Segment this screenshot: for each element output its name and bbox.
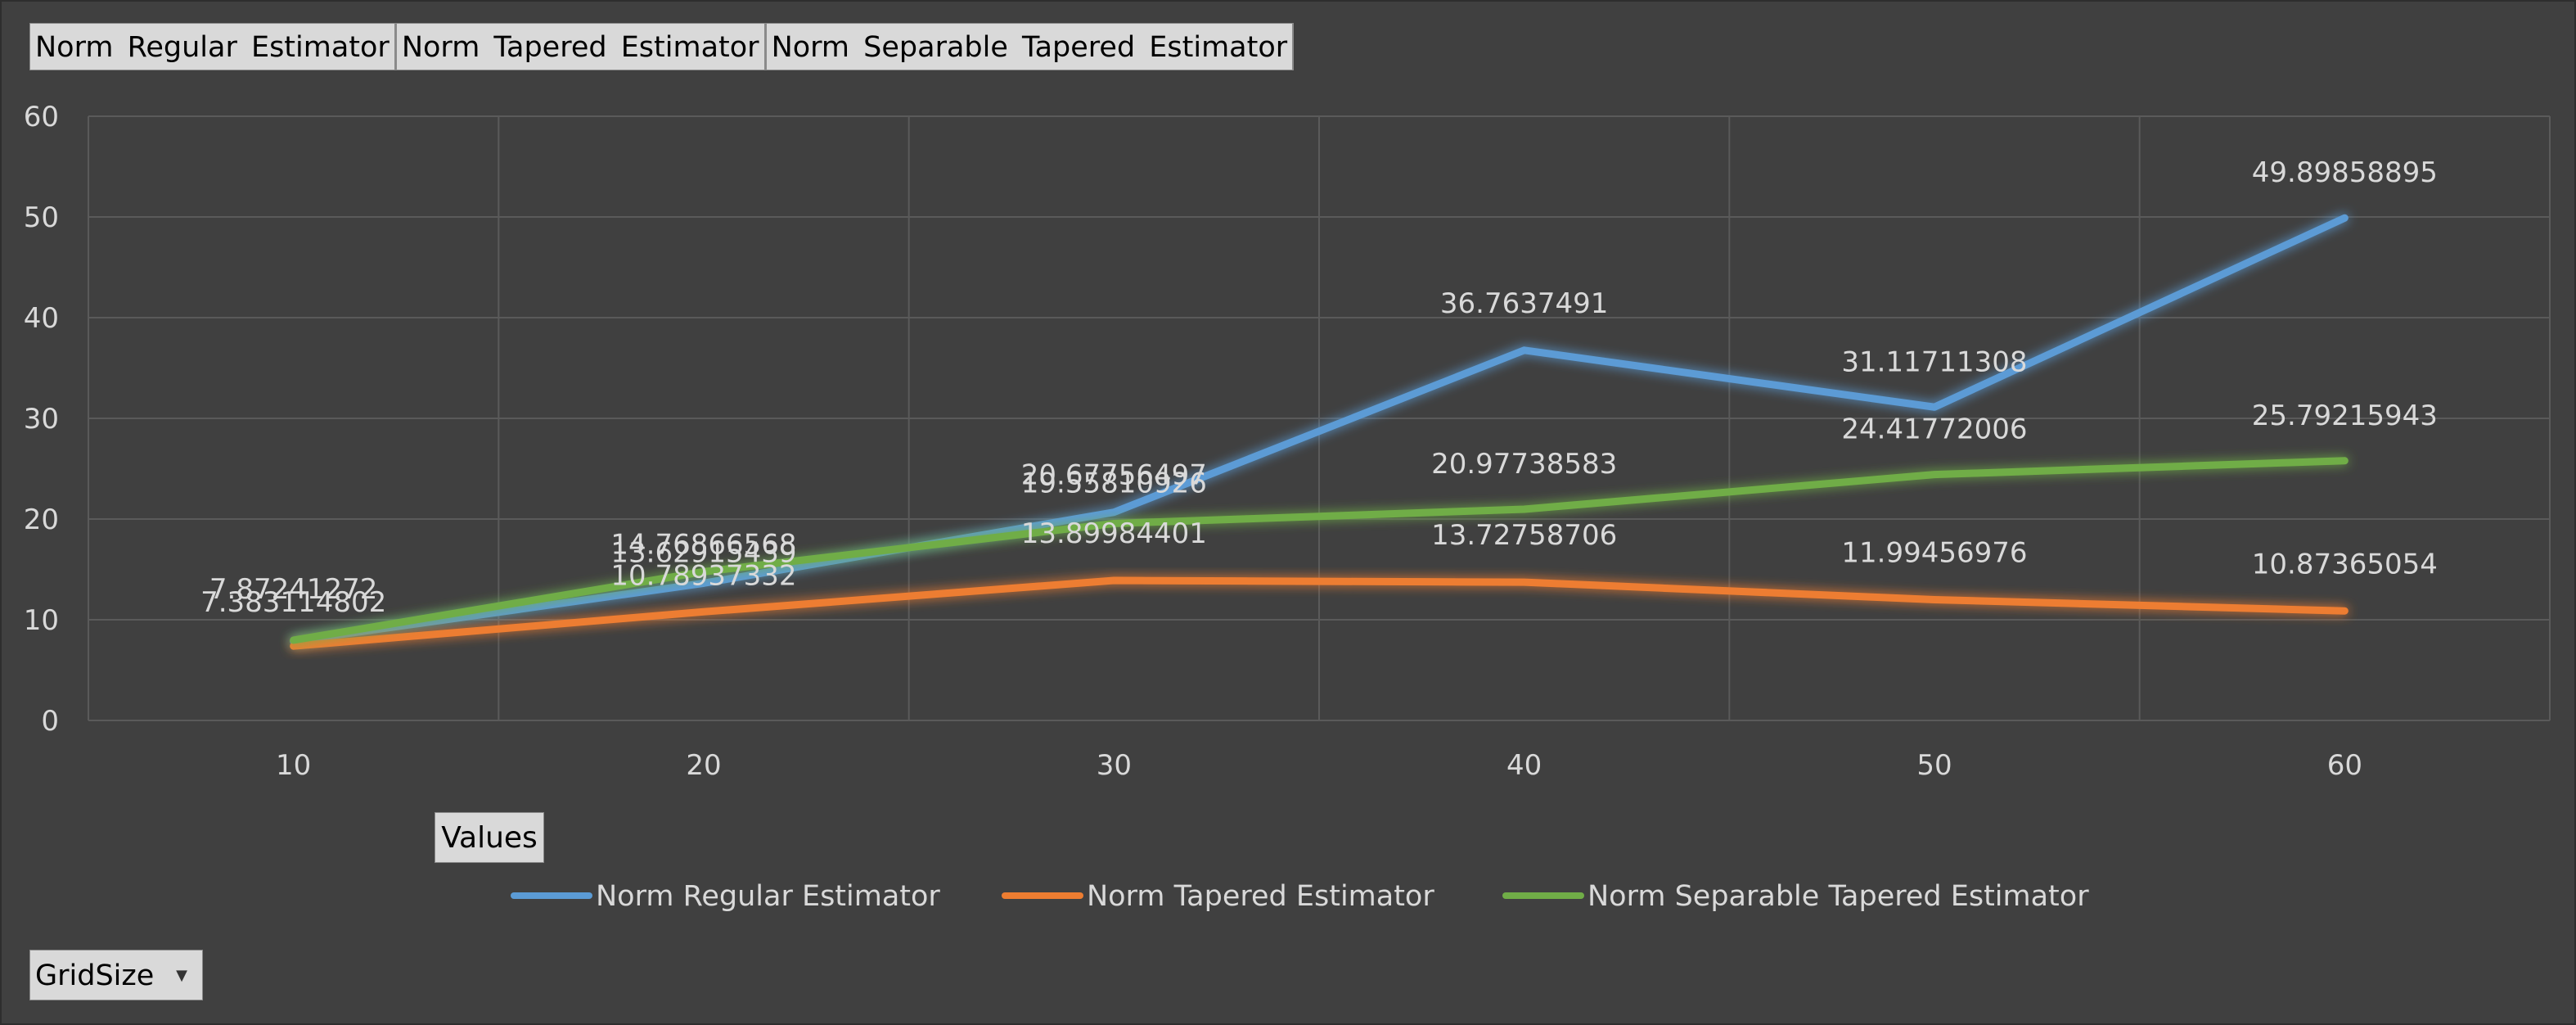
data-label-norm-tapered-estimator: 13.89984401 <box>1021 517 1207 550</box>
y-tick-label: 0 <box>41 705 59 738</box>
data-point-norm-regular-estimator <box>1522 348 1526 352</box>
data-label-norm-separable-tapered-estimator: 24.41772006 <box>1841 413 2027 446</box>
x-tick-label: 10 <box>276 749 311 782</box>
data-point-norm-separable-tapered-estimator <box>702 570 705 574</box>
data-point-norm-tapered-estimator <box>702 610 705 614</box>
data-point-norm-regular-estimator <box>2343 216 2347 220</box>
data-label-norm-tapered-estimator: 10.87365054 <box>2252 548 2438 580</box>
data-label-norm-regular-estimator: 20.67756497 <box>1021 459 1207 492</box>
field-button-norm-regular-estimator[interactable]: Norm Regular Estimator <box>29 23 396 70</box>
field-button-norm-separable-tapered-estimator[interactable]: Norm Separable Tapered Estimator <box>765 23 1295 70</box>
data-point-norm-tapered-estimator <box>1933 598 1936 602</box>
field-button-norm-tapered-estimator[interactable]: Norm Tapered Estimator <box>395 23 766 70</box>
data-label-norm-regular-estimator: 13.62915439 <box>610 536 796 569</box>
x-tick-label: 60 <box>2327 749 2362 782</box>
values-field-button[interactable]: Values <box>435 812 544 863</box>
series-line-norm-tapered-estimator <box>290 576 2349 650</box>
data-point-norm-tapered-estimator <box>1112 579 1116 583</box>
y-tick-label: 10 <box>24 604 59 637</box>
series-line-norm-regular-estimator <box>290 214 2349 645</box>
data-point-norm-regular-estimator <box>1112 510 1116 514</box>
y-tick-label: 40 <box>24 302 59 335</box>
data-point-norm-tapered-estimator <box>2343 609 2347 613</box>
data-label-norm-tapered-estimator: 13.72758706 <box>1431 519 1617 552</box>
data-point-norm-tapered-estimator <box>1522 580 1526 585</box>
legend-label-norm-separable-tapered-estimator: Norm Separable Tapered Estimator <box>1587 880 2089 913</box>
legend-label-norm-regular-estimator: Norm Regular Estimator <box>596 880 940 913</box>
x-tick-label: 40 <box>1506 749 1542 782</box>
gridsize-label: GridSize <box>35 960 155 992</box>
x-tick-label: 50 <box>1916 749 1952 782</box>
data-label-norm-tapered-estimator: 10.78937332 <box>610 559 796 592</box>
data-label-norm-regular-estimator: 31.11711308 <box>1841 345 2027 378</box>
series-line-norm-separable-tapered-estimator <box>290 457 2349 644</box>
data-label-norm-tapered-estimator: 11.99456976 <box>1841 536 2027 569</box>
data-label-norm-separable-tapered-estimator: 14.76866568 <box>610 528 796 561</box>
data-point-norm-tapered-estimator <box>291 644 295 648</box>
data-label-norm-tapered-estimator: 7.383114802 <box>200 586 386 619</box>
data-label-norm-separable-tapered-estimator: 25.79215943 <box>2252 400 2438 432</box>
x-tick-label: 20 <box>686 749 721 782</box>
data-point-norm-regular-estimator <box>702 581 705 585</box>
y-tick-label: 20 <box>24 503 59 536</box>
x-tick-label: 30 <box>1097 749 1132 782</box>
data-point-norm-regular-estimator <box>1933 405 1936 409</box>
data-label-norm-regular-estimator: 49.89858895 <box>2252 156 2438 189</box>
data-label-norm-separable-tapered-estimator: 20.97738583 <box>1431 448 1617 481</box>
data-point-norm-separable-tapered-estimator <box>1522 507 1526 511</box>
data-label-norm-regular-estimator: 7.87241272 <box>209 573 378 606</box>
data-point-norm-separable-tapered-estimator <box>291 638 295 642</box>
data-point-norm-separable-tapered-estimator <box>1112 522 1116 526</box>
data-point-norm-separable-tapered-estimator <box>2343 458 2347 463</box>
gridsize-filter-button[interactable]: GridSize ▼ <box>29 950 203 1000</box>
dropdown-arrow-icon: ▼ <box>176 967 187 984</box>
y-tick-label: 30 <box>24 403 59 436</box>
legend-label-norm-tapered-estimator: Norm Tapered Estimator <box>1087 880 1434 913</box>
y-tick-label: 50 <box>24 201 59 234</box>
data-label-norm-regular-estimator: 36.7637491 <box>1440 287 1609 320</box>
data-label-norm-separable-tapered-estimator: 19.55810926 <box>1021 467 1207 499</box>
y-tick-label: 60 <box>24 101 59 133</box>
series-field-buttons: Norm Regular Estimator Norm Tapered Esti… <box>29 23 1295 72</box>
data-point-norm-separable-tapered-estimator <box>1933 472 1936 476</box>
